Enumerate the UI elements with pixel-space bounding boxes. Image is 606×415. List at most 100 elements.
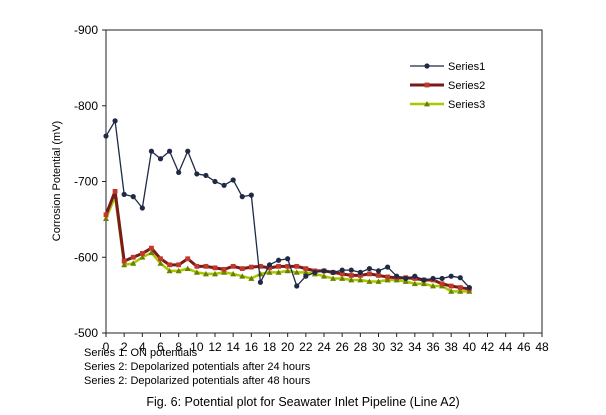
data-point (448, 273, 454, 279)
data-point (158, 256, 163, 262)
data-point (312, 269, 318, 275)
y-tick-label: -500 (74, 326, 98, 340)
y-tick-label: -700 (74, 175, 98, 189)
data-point (139, 251, 145, 256)
data-point (239, 273, 246, 279)
data-point (166, 267, 173, 274)
x-tick-label: 12 (208, 340, 222, 354)
series-series1 (103, 118, 472, 291)
data-point (194, 171, 200, 177)
legend-item-series1: Series1 (410, 61, 485, 73)
data-point (402, 278, 409, 284)
x-tick-label: 48 (535, 340, 549, 354)
data-point (258, 263, 263, 269)
data-point (275, 257, 282, 263)
x-tick-label: 6 (157, 340, 164, 354)
legend-item-series3: Series3 (410, 99, 485, 111)
data-point (411, 280, 418, 287)
data-point (357, 273, 363, 278)
data-point (285, 256, 291, 262)
x-tick-label: 16 (245, 340, 259, 354)
data-point (266, 262, 273, 268)
data-point (466, 284, 472, 291)
data-point (457, 285, 463, 290)
x-tick-label: 30 (372, 340, 386, 354)
data-point (121, 261, 128, 268)
figure-caption: Fig. 6: Potential plot for Seawater Inle… (146, 395, 460, 409)
data-point (284, 267, 291, 274)
data-point (384, 264, 391, 270)
data-point (166, 148, 173, 154)
data-point (266, 269, 273, 275)
data-point (248, 275, 255, 281)
data-point (293, 269, 300, 275)
data-point (321, 273, 327, 279)
data-point (267, 265, 272, 271)
data-point (375, 268, 382, 274)
data-point (221, 269, 228, 275)
data-point (194, 263, 200, 269)
data-point (339, 267, 345, 273)
data-point (121, 258, 127, 264)
data-point (421, 277, 427, 283)
data-point (321, 268, 327, 274)
x-tick-label: 4 (139, 340, 146, 354)
x-tick-label: 24 (317, 340, 331, 354)
note-series2: Series 2: Depolarized potentials after 2… (84, 361, 311, 373)
data-point (103, 212, 109, 218)
data-point (357, 269, 363, 275)
data-point (348, 273, 354, 278)
data-point (130, 260, 137, 266)
x-axis-ticks: 0 2 4 6 8 10 12 14 16 18 20 22 24 26 28 30 32 34 36 38 40 42 4… (103, 333, 549, 354)
data-point (330, 275, 337, 281)
y-tick-label: -600 (74, 250, 98, 264)
data-point (412, 273, 418, 279)
data-point (384, 276, 391, 283)
x-tick-label: 40 (463, 340, 477, 354)
y-axis-title: Corrosion Potential (mV) (51, 121, 63, 241)
series-layer (103, 118, 473, 294)
x-tick-label: 38 (444, 340, 458, 354)
data-point (367, 271, 372, 277)
data-point (248, 192, 254, 198)
data-point (339, 271, 345, 277)
legend-label: Series3 (448, 99, 485, 111)
data-point (148, 148, 155, 154)
note-series3: Series 2: Depolarized potentials after 4… (84, 375, 311, 387)
x-tick-label: 8 (175, 340, 182, 354)
y-tick-label: -900 (74, 23, 98, 37)
data-point (184, 265, 191, 272)
data-point (357, 276, 364, 283)
data-point (366, 266, 373, 272)
x-tick-label: 22 (299, 340, 313, 354)
data-point (430, 275, 436, 282)
data-point (294, 283, 300, 289)
data-point (348, 276, 355, 283)
data-point (330, 269, 336, 275)
data-point (457, 275, 463, 281)
data-point (139, 254, 146, 260)
data-point (403, 275, 409, 282)
data-point (212, 178, 218, 185)
data-point (348, 267, 354, 273)
data-point (303, 266, 309, 272)
data-point (366, 278, 373, 284)
x-tick-label: 28 (354, 340, 368, 354)
plot-area (105, 29, 543, 334)
data-point (203, 172, 209, 179)
data-point (221, 266, 227, 272)
data-point (103, 133, 109, 139)
data-point (239, 194, 245, 200)
data-point (157, 156, 164, 162)
data-point (185, 148, 191, 154)
data-point (130, 194, 136, 200)
data-point (275, 269, 282, 275)
x-tick-label: 32 (390, 340, 404, 354)
data-point (193, 269, 200, 275)
data-point (202, 270, 209, 277)
data-point (303, 273, 309, 279)
data-point (394, 273, 400, 279)
data-point (448, 288, 455, 294)
x-tick-label: 18 (263, 340, 277, 354)
data-point (448, 283, 454, 289)
